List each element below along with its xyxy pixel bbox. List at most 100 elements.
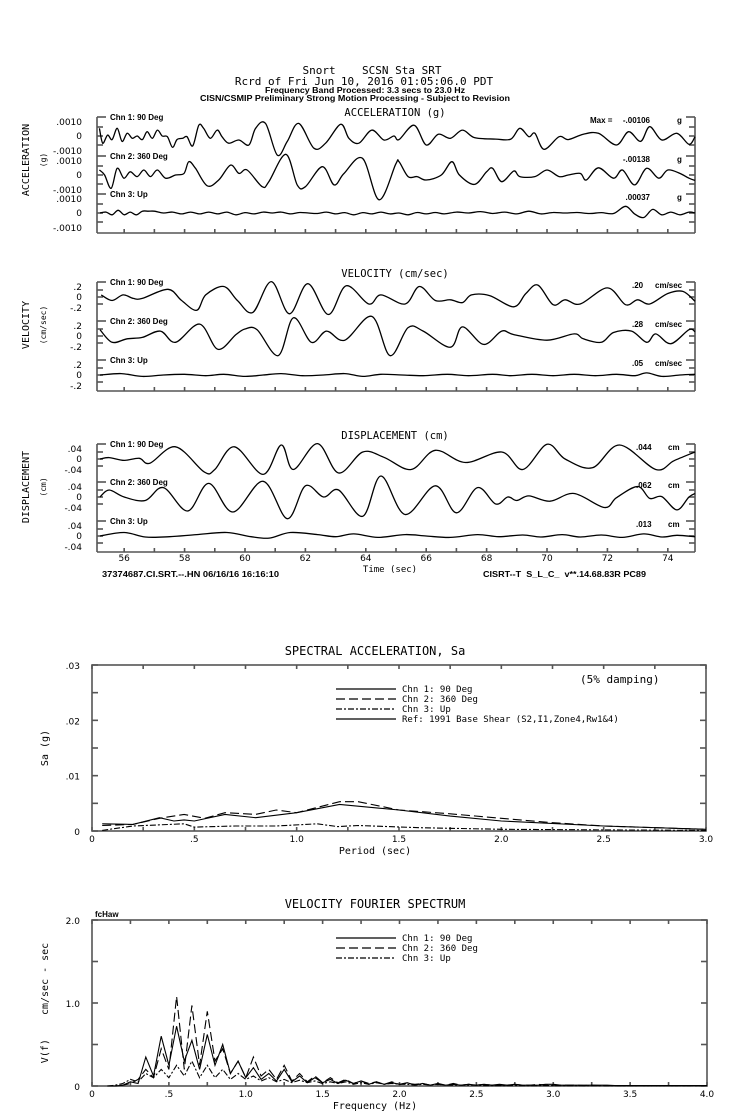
y-tick-label: 0 bbox=[74, 828, 80, 838]
y-tick-label: .04 bbox=[68, 483, 83, 493]
time-tick-label: 60 bbox=[239, 554, 251, 564]
corner-label: fcHaw bbox=[95, 910, 119, 919]
y-axis-label: ACCELERATION bbox=[21, 124, 32, 196]
max-unit: g bbox=[677, 155, 682, 164]
max-value: .00037 bbox=[626, 193, 651, 202]
plot-frame bbox=[91, 664, 707, 832]
series-line-3 bbox=[107, 1059, 707, 1087]
y-tick-label: 0 bbox=[76, 209, 82, 219]
y-tick-label: -.04 bbox=[64, 466, 82, 476]
max-value: .20 bbox=[632, 281, 644, 290]
y-tick-label: 0 bbox=[76, 171, 82, 181]
panel-velocity: VELOCITY (cm/sec)VELOCITY (cm/sec).20-.2C… bbox=[21, 268, 696, 392]
series-line-3 bbox=[102, 823, 707, 831]
y-tick-label: -.0010 bbox=[53, 224, 82, 234]
x-tick-label: .5 bbox=[190, 835, 199, 845]
y-axis-label: VELOCITY bbox=[21, 301, 32, 349]
legend-label: Chn 1: 90 Deg bbox=[402, 934, 472, 944]
legend-label: Chn 3: Up bbox=[402, 954, 451, 964]
record-date: Rcrd of Fri Jun 10, 2016 01:05:06.0 PDT bbox=[235, 75, 494, 88]
max-value: .013 bbox=[636, 520, 652, 529]
y-tick-label: 0 bbox=[76, 532, 82, 542]
max-value: .28 bbox=[632, 320, 644, 329]
series-line-2 bbox=[102, 801, 707, 830]
max-label: Max = bbox=[590, 116, 613, 125]
x-tick-label: 0 bbox=[89, 1090, 95, 1100]
y-tick-label: .04 bbox=[68, 445, 83, 455]
damping-annotation: (5% damping) bbox=[580, 673, 659, 686]
time-tick-label: 64 bbox=[360, 554, 372, 564]
y-tick-label: .0010 bbox=[56, 157, 82, 167]
y-tick-label: .2 bbox=[73, 283, 82, 293]
panel-title: VELOCITY (cm/sec) bbox=[341, 268, 448, 280]
trace-2 bbox=[99, 475, 696, 520]
y-tick-label: .2 bbox=[73, 361, 82, 371]
record-id-footer: 37374687.CI.SRT.--.HN 06/16/16 16:16:10 bbox=[102, 570, 280, 579]
max-value: .062 bbox=[636, 481, 652, 490]
y-tick-label: -.2 bbox=[70, 382, 82, 392]
y-tick-label: 0 bbox=[76, 371, 82, 381]
time-tick-label: 58 bbox=[179, 554, 191, 564]
x-tick-label: 2.0 bbox=[392, 1090, 407, 1100]
y-tick-label: .03 bbox=[66, 662, 80, 672]
time-tick-label: 74 bbox=[662, 554, 674, 564]
x-tick-label: 3.0 bbox=[699, 835, 714, 845]
y-axis-unit: (g) bbox=[39, 153, 48, 167]
panel-title: ACCELERATION (g) bbox=[344, 107, 445, 119]
y-tick-label: .01 bbox=[66, 773, 80, 783]
x-tick-label: 2.5 bbox=[469, 1090, 483, 1100]
channel-label: Chn 1: 90 Deg bbox=[110, 278, 163, 287]
y-tick-label: .04 bbox=[68, 522, 83, 532]
trace-1 bbox=[100, 280, 696, 316]
chart-title: VELOCITY FOURIER SPECTRUM bbox=[285, 897, 466, 911]
time-tick-label: 70 bbox=[541, 554, 553, 564]
channel-label: Chn 3: Up bbox=[110, 356, 148, 365]
max-unit: g bbox=[677, 193, 682, 202]
x-tick-label: 4.0 bbox=[700, 1090, 715, 1100]
series-line-1 bbox=[102, 803, 707, 830]
legend-label: Chn 3: Up bbox=[402, 705, 451, 715]
frequency-band: Frequency Band Processed: 3.3 secs to 23… bbox=[265, 86, 465, 95]
max-unit: cm/sec bbox=[655, 281, 683, 290]
y-tick-label: -.04 bbox=[64, 504, 82, 514]
panel-acceleration: ACCELERATION (g) ACCELERATION (g) .0010 0 -.0… bbox=[21, 107, 696, 234]
x-tick-label: 1.5 bbox=[392, 835, 406, 845]
y-tick-label: -.2 bbox=[70, 343, 82, 353]
max-unit: cm/sec bbox=[655, 359, 683, 368]
channel-label: Chn 3: Up bbox=[110, 517, 148, 526]
y-axis-label: DISPLACEMENT bbox=[21, 451, 32, 523]
y-tick-label: .0010 bbox=[56, 195, 82, 205]
x-tick-label: 0 bbox=[89, 835, 95, 845]
time-tick-label: 72 bbox=[602, 554, 613, 564]
channel-label: Chn 1: 90 Deg bbox=[110, 113, 163, 122]
trace-2 bbox=[99, 315, 696, 357]
x-tick-label: 2.0 bbox=[494, 835, 509, 845]
trace-2 bbox=[98, 153, 696, 201]
x-tick-label: 3.0 bbox=[546, 1090, 561, 1100]
channel-label: Chn 1: 90 Deg bbox=[110, 440, 163, 449]
max-unit: cm bbox=[668, 443, 680, 452]
x-axis-label: Period (sec) bbox=[339, 846, 411, 857]
y-tick-label: 0 bbox=[76, 493, 82, 503]
chart-title: SPECTRAL ACCELERATION, Sa bbox=[285, 644, 466, 658]
channel-label: Chn 2: 360 Deg bbox=[110, 317, 168, 326]
y-axis-label: Sa (g) bbox=[40, 730, 51, 766]
time-axis-label: Time (sec) bbox=[363, 565, 417, 575]
y-tick-label: -.2 bbox=[70, 304, 82, 314]
x-tick-label: .5 bbox=[165, 1090, 174, 1100]
x-tick-label: 1.0 bbox=[239, 1090, 254, 1100]
max-unit: cm bbox=[668, 520, 680, 529]
y-tick-label: 0 bbox=[76, 455, 82, 465]
y-tick-label: -.0010 bbox=[53, 147, 82, 157]
time-tick-label: 56 bbox=[118, 554, 130, 564]
trace-1 bbox=[98, 121, 696, 157]
y-tick-label: 0 bbox=[76, 293, 82, 303]
processing-note: CISN/CSMIP Preliminary Strong Motion Pro… bbox=[200, 94, 510, 103]
legend-label: Ref: 1991 Base Shear (S2,I1,Zone4,Rw1&4) bbox=[402, 715, 619, 725]
panel-displacement: DISPLACEMENT (cm)DISPLACEMENT (cm).040-.0… bbox=[21, 430, 696, 575]
panel-title: DISPLACEMENT (cm) bbox=[341, 430, 448, 442]
y-axis-label: V(f) cm/sec - sec bbox=[40, 943, 51, 1063]
y-tick-label: 0 bbox=[74, 1083, 80, 1093]
y-axis-unit: (cm/sec) bbox=[39, 306, 48, 345]
